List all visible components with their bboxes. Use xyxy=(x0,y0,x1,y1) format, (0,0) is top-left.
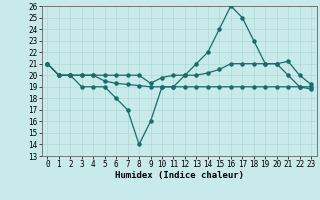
X-axis label: Humidex (Indice chaleur): Humidex (Indice chaleur) xyxy=(115,171,244,180)
